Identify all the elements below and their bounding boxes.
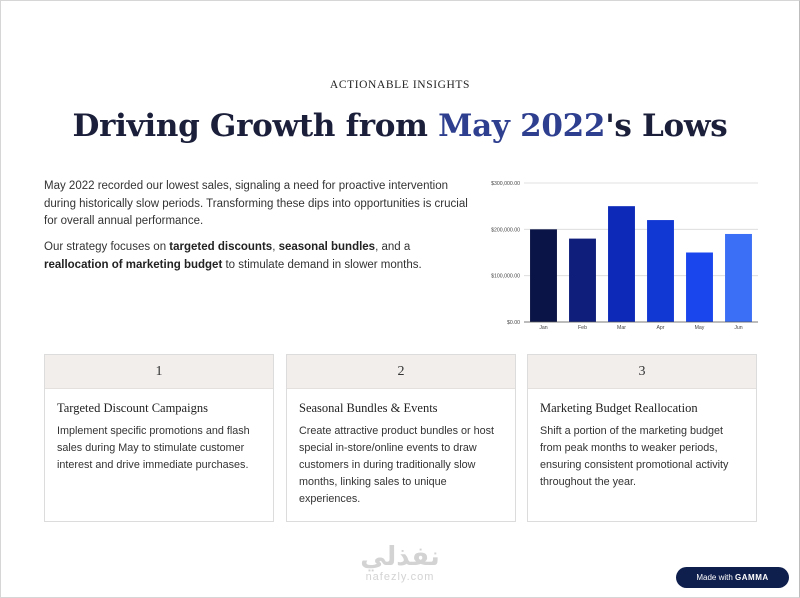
y-tick-label: $0.00 xyxy=(507,320,520,326)
badge-brand: GAMMA xyxy=(735,573,769,582)
strategy-cards: 1 Targeted Discount Campaigns Implement … xyxy=(44,354,758,522)
card-body: Create attractive product bundles or hos… xyxy=(299,425,495,505)
p2-text-c: , xyxy=(272,241,279,253)
p2-text-a: Our strategy focuses on xyxy=(44,241,170,253)
watermark-arabic: نفذلي xyxy=(360,542,440,572)
title-accent: May 2022 xyxy=(438,108,606,144)
card-title: Seasonal Bundles & Events xyxy=(299,401,438,415)
bar-jan xyxy=(530,229,557,322)
x-tick-label: Apr xyxy=(656,325,664,331)
x-tick-label: Jan xyxy=(539,325,547,331)
card-number: 2 xyxy=(287,355,515,389)
y-tick-label: $200,000.00 xyxy=(491,227,520,233)
badge-prefix: Made with xyxy=(696,573,736,582)
x-tick-label: Feb xyxy=(578,325,587,331)
x-tick-label: May xyxy=(695,325,705,331)
watermark-latin: nafezly.com xyxy=(365,571,435,583)
card-body: Shift a portion of the marketing budget … xyxy=(540,425,729,488)
card-title: Targeted Discount Campaigns xyxy=(57,401,208,415)
card-number: 1 xyxy=(45,355,273,389)
strategy-card-1: 1 Targeted Discount Campaigns Implement … xyxy=(44,354,274,522)
y-tick-label: $300,000.00 xyxy=(491,181,520,187)
p2-text-g: to stimulate demand in slower months. xyxy=(222,258,422,271)
p2-bold-discounts: targeted discounts xyxy=(169,241,273,253)
made-with-gamma-badge[interactable]: Made with GAMMA xyxy=(676,567,789,588)
card-number: 3 xyxy=(528,355,756,389)
card-body: Implement specific promotions and flash … xyxy=(57,425,250,471)
p2-bold-reallocation: reallocation of marketing budget xyxy=(44,258,223,271)
bar-feb xyxy=(569,238,596,322)
bar-may xyxy=(686,252,713,322)
title-end: 's Lows xyxy=(605,108,728,144)
bar-apr xyxy=(647,220,674,322)
watermark: نفذلي nafezly.com xyxy=(340,543,460,583)
intro-paragraph-1: May 2022 recorded our lowest sales, sign… xyxy=(44,180,468,227)
intro-paragraph-2: Our strategy focuses on targeted discoun… xyxy=(44,239,469,274)
card-title: Marketing Budget Reallocation xyxy=(540,401,698,415)
title-main: Driving Growth from xyxy=(72,108,439,144)
strategy-card-2: 2 Seasonal Bundles & Events Create attra… xyxy=(286,354,516,522)
page-title: Driving Growth from May 2022's Lows xyxy=(0,108,800,144)
bar-jun xyxy=(725,233,752,322)
y-tick-label: $100,000.00 xyxy=(491,274,520,280)
x-tick-label: Jun xyxy=(734,325,742,331)
sales-bar-chart: $0.00 $100,000.00 $200,000.00 $300,000.00 Ja… xyxy=(491,181,758,331)
p2-text-e: , and a xyxy=(375,241,411,253)
bar-mar xyxy=(608,206,635,322)
p2-bold-bundles: seasonal bundles xyxy=(278,241,376,253)
x-tick-label: Mar xyxy=(617,325,626,331)
strategy-card-3: 3 Marketing Budget Reallocation Shift a … xyxy=(527,354,757,522)
section-eyebrow: ACTIONABLE INSIGHTS xyxy=(329,79,471,91)
